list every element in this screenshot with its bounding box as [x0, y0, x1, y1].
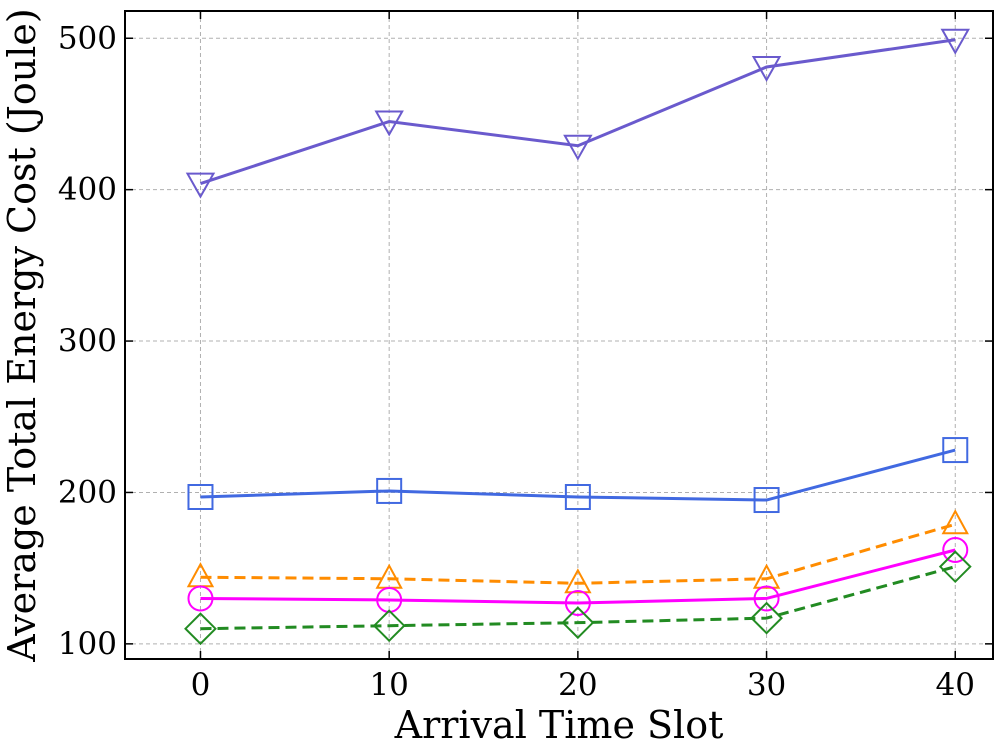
y-axis-title: Average Total Energy Cost (Joule): [0, 8, 44, 662]
grid: [125, 11, 993, 659]
x-tick-label: 0: [191, 667, 211, 703]
y-tick-label: 300: [58, 323, 117, 359]
series-purple-down-triangle: [185, 28, 970, 199]
x-tick-label: 20: [558, 667, 597, 703]
y-tick-label: 200: [58, 474, 117, 510]
data-point-square: [564, 484, 591, 510]
data-point-triangle-down: [751, 56, 782, 83]
series-blue-square: [187, 437, 969, 514]
data-point-triangle-down: [563, 134, 593, 161]
data-point-triangle-down: [940, 28, 970, 55]
data-point-circle: [753, 585, 780, 612]
x-tick-label: 40: [936, 667, 975, 703]
data-point-triangle-up: [941, 509, 969, 535]
series-line: [200, 565, 956, 631]
data-point-circle: [187, 585, 214, 612]
series-line: [200, 38, 956, 186]
series-magenta-circle: [187, 536, 969, 616]
y-tick-label: 500: [58, 20, 117, 56]
x-axis-title: Arrival Time Slot: [394, 703, 724, 746]
data-point-triangle-up: [375, 563, 403, 589]
data-point-triangle-down: [374, 110, 404, 137]
data-point-triangle-up: [752, 563, 781, 589]
series-line: [200, 548, 956, 605]
data-point-triangle-up: [564, 568, 592, 594]
data-point-diamond: [561, 606, 595, 640]
data-point-circle: [942, 536, 969, 563]
series-layer: [184, 28, 972, 646]
series-line: [200, 522, 956, 585]
x-tick-label: 10: [369, 667, 408, 703]
x-tick-label: 30: [747, 667, 786, 703]
series-green-diamond: [184, 550, 972, 646]
plot-frame: [124, 10, 994, 660]
data-point-square: [942, 437, 969, 464]
data-point-square: [187, 484, 214, 510]
ticks: 0 10 20 30 40 100 200 300 400 500: [58, 11, 993, 703]
y-tick-label: 100: [58, 626, 117, 662]
data-point-diamond: [938, 550, 972, 584]
data-point-circle: [564, 589, 591, 616]
series-line: [200, 448, 956, 502]
y-tick-label: 400: [58, 172, 117, 208]
data-point-square: [376, 477, 403, 504]
data-point-diamond: [750, 601, 783, 635]
data-point-triangle-down: [185, 172, 216, 199]
data-point-diamond: [372, 609, 406, 643]
data-point-diamond: [184, 612, 217, 646]
data-point-square: [753, 487, 780, 514]
